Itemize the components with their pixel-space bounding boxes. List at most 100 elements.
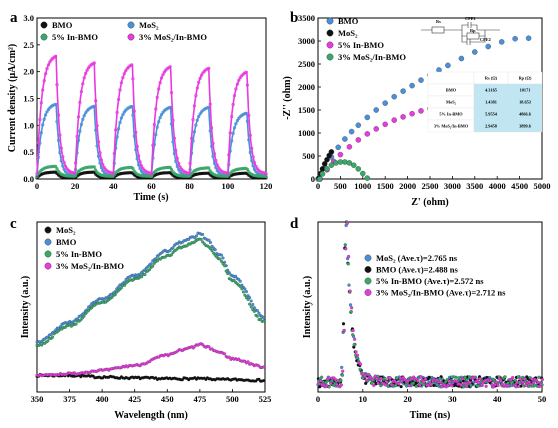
data-point [238,76,242,80]
data-point [55,82,59,87]
data-point [262,316,266,320]
x-tick-label-1: 4500 [511,181,528,191]
series-group-c [35,231,266,383]
data-point [478,377,482,381]
data-point [491,385,496,389]
y-tick-label-1: 1000 [298,128,315,138]
y-tick-label-1: 3000 [298,36,315,46]
data-point [149,262,153,266]
series-3-mos-in-bmo-ave-2-712-ns [317,221,544,389]
data-point [195,172,199,176]
data-point [345,221,349,225]
y-tick-label-1: 3500 [298,13,315,23]
data-point [165,171,169,175]
legend-b: BMO MoS₂ 5% In-BMO 3% MoS₂/In-BMO [326,16,406,62]
data-point [347,254,351,259]
data-point [223,264,227,268]
x-axis-label-b: Z' (ohm) [411,197,449,208]
data-point [39,131,43,135]
data-point [154,133,158,137]
data-point [427,375,431,379]
data-point [341,322,346,326]
data-point [327,385,331,389]
data-point [79,122,83,126]
data-point [137,163,141,167]
data-point [121,112,125,117]
data-point [328,149,335,155]
data-point [78,172,82,176]
data-point [158,81,162,85]
data-point [260,174,264,178]
data-point [170,253,174,257]
data-point [155,168,159,172]
x-tick-label-1: 2000 [399,181,416,191]
y-axis-label-a: Current density (μA/cm²) [7,44,18,152]
y-tick-label-0: 1.0 [23,120,34,130]
data-point [472,375,476,379]
data-point [400,88,406,94]
x-tick-label-0: 60 [147,181,156,191]
data-point [199,237,203,241]
data-point [171,118,175,122]
data-point [55,167,59,171]
legend-label-5-in-bmo: 5% In-BMO [56,249,102,259]
data-point [360,170,366,177]
data-point [399,385,403,389]
data-point [52,164,56,168]
y-tick-label-0: 3.0 [23,13,34,23]
panel-d: d Time (ns) Intensity (a.u.) 0 10 20 30 40 50… [290,216,546,421]
legend-marker-bmo [326,17,334,25]
x-tick-label-0: 40 [109,181,118,191]
data-point [255,174,260,178]
data-point [418,77,424,83]
data-point [500,382,504,386]
data-point [92,165,96,169]
data-point [209,241,213,245]
data-point [257,174,261,178]
data-point [194,172,198,176]
data-point [61,155,65,159]
data-point [129,63,134,67]
x-tick-label-0: 100 [221,181,234,191]
x-tick-label-2: 500 [226,394,239,404]
data-point [132,109,136,113]
data-point [212,161,217,165]
table-cell-text: BMO [446,88,457,93]
data-point [351,333,355,337]
series-group-b [315,35,532,182]
data-point [227,355,231,359]
data-point [257,311,261,315]
data-point [168,65,172,69]
data-point [503,375,507,379]
y-ticks-b: 0 500 1000 1500 2000 2500 3000 3500 [298,13,321,184]
data-point [261,171,265,175]
x-tick-label-3: 40 [493,394,502,404]
data-point [373,126,379,132]
data-point [352,343,356,347]
data-point [124,166,128,170]
data-point [372,383,376,387]
data-point [112,151,116,156]
data-point [347,283,351,287]
x-tick-label-3: 30 [448,394,457,404]
data-point [407,384,411,388]
data-point [506,384,510,388]
data-point [238,171,242,176]
series-group-a [35,54,268,180]
data-point [215,174,219,178]
data-point [42,79,46,83]
data-point [59,146,63,150]
data-point [389,383,394,387]
data-point [228,131,232,135]
data-point [423,377,428,381]
data-point [329,381,333,386]
data-point [36,172,41,176]
data-point [85,68,89,72]
data-point [194,123,198,127]
data-point [354,350,358,354]
data-point [254,164,258,168]
data-point [35,172,39,176]
data-point [512,35,518,42]
data-point [119,171,123,176]
data-point [208,102,212,106]
